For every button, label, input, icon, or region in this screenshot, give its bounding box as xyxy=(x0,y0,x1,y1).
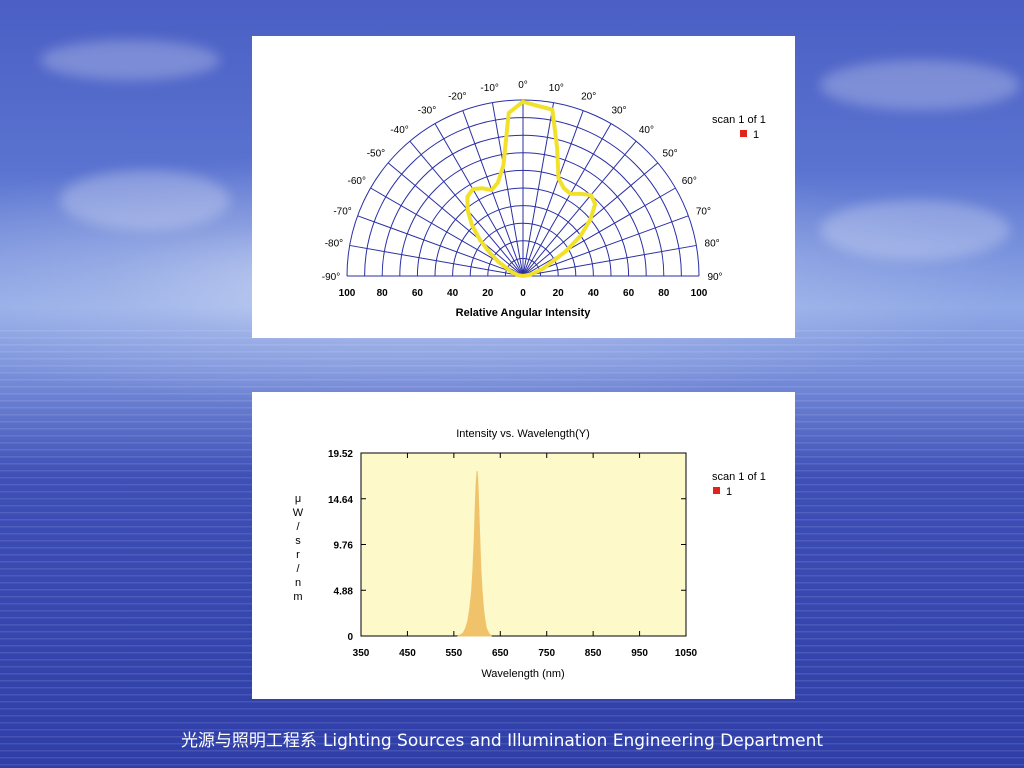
spectrum-x-tick-label: 750 xyxy=(538,648,555,659)
polar-grid-spoke xyxy=(462,110,524,277)
polar-radial-tick-label: 60 xyxy=(623,288,635,299)
spectrum-y-tick-label: 14.64 xyxy=(328,495,353,506)
polar-angle-tick-label: -70° xyxy=(333,206,351,217)
spectrum-y-label-char: n xyxy=(295,577,301,589)
polar-angle-tick-label: -20° xyxy=(448,92,466,103)
polar-x-axis-label: Relative Angular Intensity xyxy=(456,307,592,319)
footer-chinese-label: 光源与照明工程系 xyxy=(180,731,317,751)
spectrum-y-label-char: / xyxy=(296,521,300,533)
spectrum-x-tick-label: 450 xyxy=(399,648,416,659)
polar-angle-tick-label: 70° xyxy=(696,206,711,217)
polar-legend-entry: 1 xyxy=(753,129,759,141)
polar-legend-marker xyxy=(740,130,747,137)
polar-angle-tick-label: 50° xyxy=(663,149,678,160)
polar-grid-spoke xyxy=(387,162,524,277)
polar-angle-tick-label: -30° xyxy=(418,106,436,117)
polar-angle-tick-label: 20° xyxy=(581,92,596,103)
spectrum-y-axis-label: μW / sr / nm xyxy=(293,493,304,603)
polar-radial-tick-label: 80 xyxy=(377,288,389,299)
polar-grid-spoke xyxy=(522,110,584,277)
spectrum-x-tick-label: 650 xyxy=(492,648,509,659)
polar-angle-tick-label: 40° xyxy=(639,125,654,136)
spectrum-title: Intensity vs. Wavelength(Y) xyxy=(456,428,589,440)
polar-chart-panel: -90° -80° -70° -60° -50° -40° -30° -20° -10° 0° 10… xyxy=(252,36,795,338)
footer-english-label: Lighting Sources and Illumination Engine… xyxy=(322,731,824,751)
spectrum-x-tick-label: 550 xyxy=(446,648,463,659)
footer-caption: 光源与照明工程系 Lighting Sources and Illuminatio… xyxy=(0,726,1010,751)
polar-grid-spoke xyxy=(522,187,676,277)
spectrum-legend-entry: 1 xyxy=(726,486,732,498)
spectrum-chart: Intensity vs. Wavelength(Y) 350 450 550 650… xyxy=(293,428,766,680)
polar-intensity-curve xyxy=(465,99,598,278)
cloud-decoration xyxy=(820,200,1010,260)
spectrum-x-tick-label: 350 xyxy=(353,648,370,659)
polar-grid-spoke xyxy=(522,102,555,277)
polar-radial-tick-label: 20 xyxy=(553,288,565,299)
spectrum-y-label-char: / xyxy=(296,563,300,575)
polar-radial-tick-label: 40 xyxy=(447,288,459,299)
polar-angle-tick-label: 60° xyxy=(682,176,697,187)
polar-chart: -90°-80°-70°-60°-50°-40°-30°-20°-10° 0° 10… xyxy=(322,80,766,319)
polar-angle-tick-label: 80° xyxy=(705,239,720,250)
spectrum-legend-marker xyxy=(713,487,720,494)
spectrum-y-label-char: W xyxy=(293,507,304,519)
polar-grid-spoke xyxy=(522,244,697,277)
spectrum-x-tick-label: 850 xyxy=(585,648,602,659)
spectrum-y-tick-label: 0 xyxy=(347,632,353,643)
polar-angle-tick-label: -80° xyxy=(325,239,343,250)
polar-grid-spoke xyxy=(522,123,612,277)
spectrum-x-tick-label: 950 xyxy=(631,648,648,659)
polar-angle-tick-label: -40° xyxy=(390,125,408,136)
polar-angle-tick-label: 10° xyxy=(549,83,564,94)
spectrum-y-label-char: μ xyxy=(295,493,301,505)
polar-radial-tick-label: 0 xyxy=(520,288,526,299)
polar-grid-spoke xyxy=(491,102,524,277)
spectrum-legend-title: scan 1 of 1 xyxy=(712,471,766,483)
polar-radial-tick-label: 60 xyxy=(412,288,424,299)
cloud-decoration xyxy=(820,60,1020,110)
cloud-decoration xyxy=(60,170,230,230)
polar-radial-tick-label: 80 xyxy=(658,288,670,299)
polar-angle-tick-label: 0° xyxy=(518,80,528,91)
polar-grid-spoke xyxy=(522,215,689,277)
spectrum-y-label-char: r xyxy=(296,549,300,561)
spectrum-y-tick-label: 19.52 xyxy=(328,449,353,460)
spectrum-x-axis-label: Wavelength (nm) xyxy=(481,668,564,680)
polar-grid-spoke xyxy=(357,215,524,277)
polar-legend-title: scan 1 of 1 xyxy=(712,114,766,126)
spectrum-plot-area xyxy=(360,452,687,637)
cloud-decoration xyxy=(40,40,220,80)
spectrum-y-tick-label: 9.76 xyxy=(334,541,354,552)
spectrum-y-tick-label: 4.88 xyxy=(334,586,354,597)
polar-angle-tick-label: -60° xyxy=(347,176,365,187)
spectrum-chart-panel: Intensity vs. Wavelength(Y) 350 450 550 650… xyxy=(252,392,795,699)
spectrum-y-label-char: s xyxy=(295,535,301,547)
spectrum-axis-ticks: 350 450 550 650 750 850 950 1050 0 4.88 9.76 14.64 1… xyxy=(328,449,698,659)
polar-angle-tick-label: -90° xyxy=(322,272,340,283)
polar-grid-spoke xyxy=(434,123,524,277)
polar-angle-tick-label: -50° xyxy=(367,149,385,160)
spectrum-peak-area xyxy=(456,470,493,637)
polar-angle-tick-label: 90° xyxy=(707,272,722,283)
polar-radial-tick-label: 20 xyxy=(482,288,494,299)
spectrum-x-tick-label: 1050 xyxy=(675,648,698,659)
polar-radial-tick-label: 40 xyxy=(588,288,600,299)
polar-radial-labels: 100 80 60 40 20 0 20 40 60 80 100 xyxy=(339,288,708,299)
polar-angle-tick-label: 30° xyxy=(611,106,626,117)
polar-angle-labels: -90° -80° -70° -60° -50° -40° -30° -20° -10° 0° 10… xyxy=(322,80,723,283)
spectrum-y-label-char: m xyxy=(293,591,302,603)
polar-angle-tick-label: -10° xyxy=(480,83,498,94)
polar-radial-tick-label: 100 xyxy=(691,288,708,299)
polar-grid-spoke xyxy=(349,244,524,277)
polar-grid-spoke xyxy=(522,140,637,277)
polar-radial-tick-label: 100 xyxy=(339,288,356,299)
